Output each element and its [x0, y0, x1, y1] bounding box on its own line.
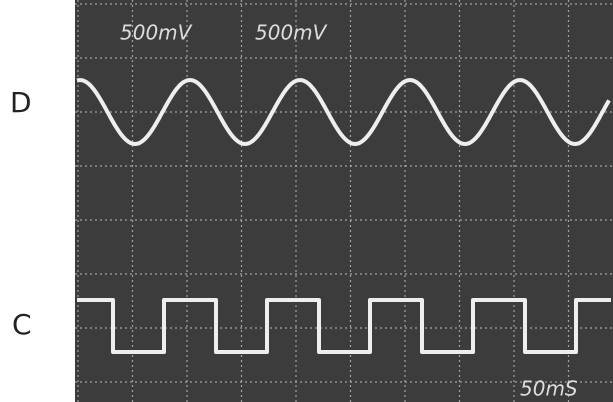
scale-label: 500mV: [120, 21, 193, 45]
channel-label: C: [12, 308, 32, 341]
scale-label: 500mV: [255, 21, 328, 45]
screen: [75, 0, 613, 402]
channel-label: D: [10, 86, 32, 119]
oscilloscope-view: 500mV 500mV 50mS D C: [0, 0, 613, 402]
timebase-label: 50mS: [520, 377, 578, 401]
